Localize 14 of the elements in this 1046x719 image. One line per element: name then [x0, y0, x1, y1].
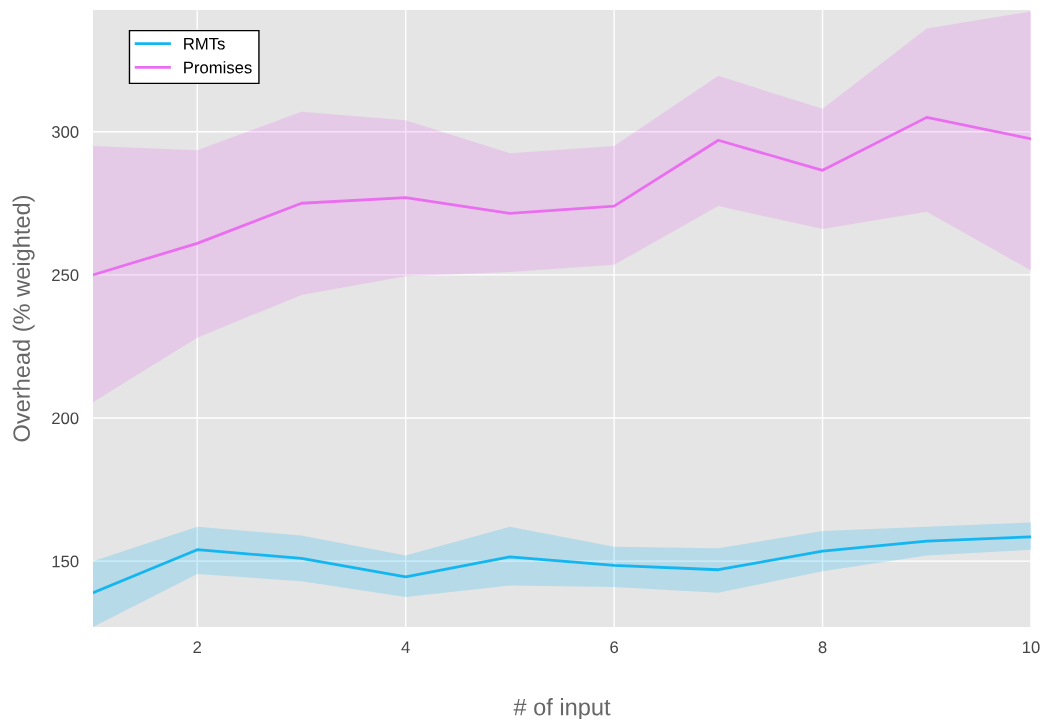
legend-label: Promises: [184, 61, 252, 74]
x-tick-label: 10: [1023, 641, 1040, 654]
x-tick-label: 6: [610, 641, 619, 654]
x-tick-label: 8: [818, 641, 827, 654]
y-tick-label: 150: [52, 555, 79, 568]
x-tick-label: 2: [193, 641, 202, 653]
y-tick-label: 300: [51, 126, 79, 138]
y-axis-title: Overhead (% weighted): [12, 195, 35, 442]
line-series: [93, 535, 1031, 595]
legend-label: RMTs: [184, 37, 225, 50]
x-tick-label: 4: [401, 641, 410, 653]
y-tick-label: 250: [52, 269, 79, 282]
y-tick-label: 200: [52, 412, 79, 425]
line-series: [93, 115, 1031, 277]
